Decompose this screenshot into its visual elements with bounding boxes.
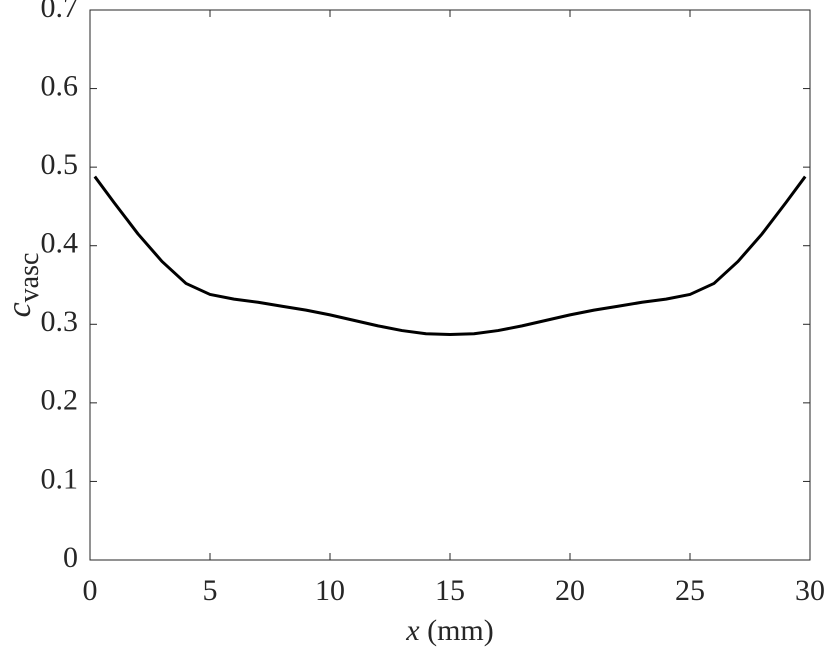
x-tick-label: 25 (675, 574, 705, 607)
x-tick-label: 15 (435, 574, 465, 607)
plot-frame (89, 9, 811, 561)
x-tick-label: 10 (315, 574, 345, 607)
x-tick-label: 30 (795, 574, 825, 607)
y-tick-label: 0 (63, 541, 78, 574)
y-label-symbol: c (1, 302, 38, 317)
x-tick-label: 20 (555, 574, 585, 607)
x-tick-label: 0 (83, 574, 98, 607)
data-line (93, 175, 807, 336)
x-tick-label: 5 (203, 574, 218, 607)
y-tick-label: 0.6 (41, 69, 79, 102)
y-label-subscript: vasc (14, 253, 45, 303)
y-tick-label: 0.7 (41, 0, 79, 24)
y-tick-label: 0.5 (41, 148, 79, 181)
x-label-symbol: x (405, 614, 420, 647)
x-label-unit: (mm) (427, 614, 494, 647)
y-tick-label: 0.1 (41, 462, 79, 495)
y-tick-label: 0.3 (41, 305, 79, 338)
y-tick-label: 0.4 (41, 227, 79, 260)
x-axis-label: x (mm) (405, 614, 493, 647)
y-axis-label: cvasc (1, 253, 46, 318)
y-tick-label: 0.2 (41, 384, 79, 417)
